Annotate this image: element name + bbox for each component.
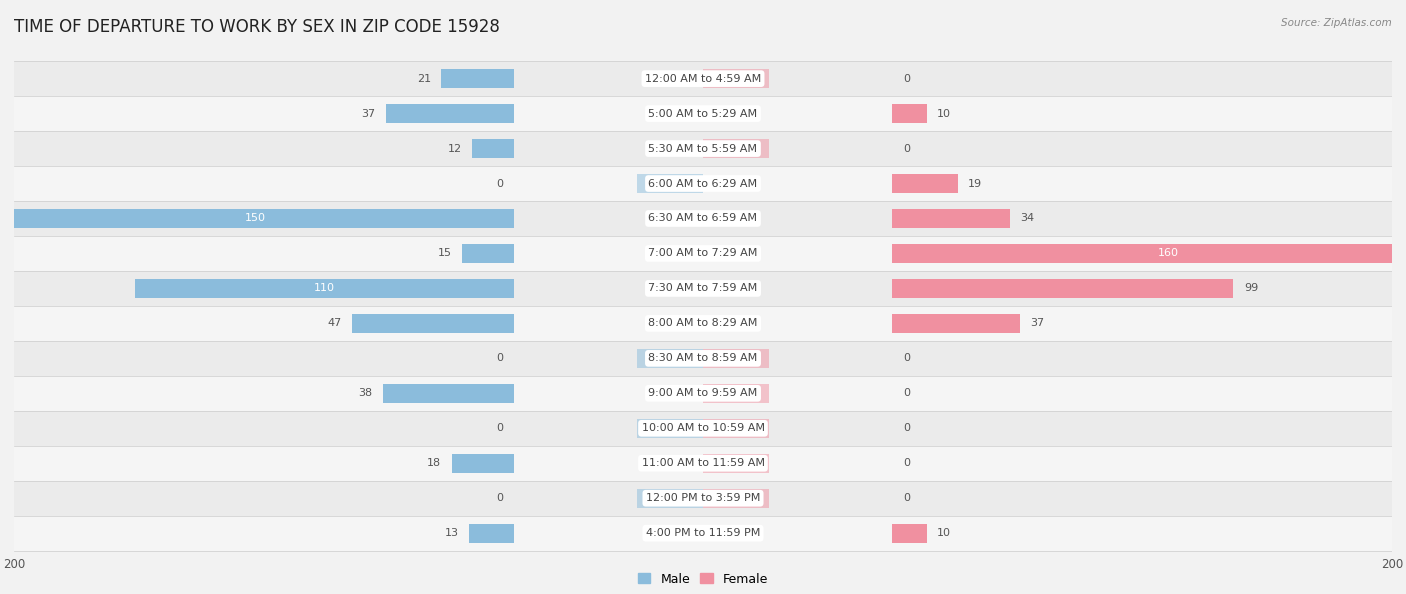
- Bar: [703, 454, 769, 473]
- Bar: [382, 384, 513, 403]
- Bar: [14, 201, 1392, 236]
- Bar: [893, 279, 1233, 298]
- Text: 8:00 AM to 8:29 AM: 8:00 AM to 8:29 AM: [648, 318, 758, 328]
- Bar: [14, 271, 1392, 306]
- Text: 13: 13: [444, 528, 458, 538]
- Bar: [893, 314, 1019, 333]
- Text: 15: 15: [437, 248, 451, 258]
- Text: 5:00 AM to 5:29 AM: 5:00 AM to 5:29 AM: [648, 109, 758, 119]
- Text: 21: 21: [416, 74, 430, 84]
- Text: 38: 38: [359, 388, 373, 399]
- Bar: [637, 174, 703, 193]
- Bar: [893, 523, 927, 543]
- Bar: [14, 131, 1392, 166]
- Text: 0: 0: [496, 179, 503, 188]
- Text: 9:00 AM to 9:59 AM: 9:00 AM to 9:59 AM: [648, 388, 758, 399]
- Bar: [893, 174, 957, 193]
- Bar: [703, 69, 769, 89]
- Text: 47: 47: [328, 318, 342, 328]
- Text: 12: 12: [447, 144, 461, 154]
- Bar: [14, 61, 1392, 96]
- Bar: [703, 384, 769, 403]
- Text: 0: 0: [496, 424, 503, 433]
- Bar: [14, 481, 1392, 516]
- Bar: [451, 454, 513, 473]
- Bar: [14, 341, 1392, 376]
- Bar: [637, 419, 703, 438]
- Text: 10: 10: [938, 109, 952, 119]
- Bar: [703, 419, 769, 438]
- Text: 34: 34: [1019, 213, 1033, 223]
- Text: 99: 99: [1244, 283, 1258, 293]
- Text: Source: ZipAtlas.com: Source: ZipAtlas.com: [1281, 18, 1392, 28]
- Text: 7:30 AM to 7:59 AM: 7:30 AM to 7:59 AM: [648, 283, 758, 293]
- Bar: [14, 446, 1392, 481]
- Text: 8:30 AM to 8:59 AM: 8:30 AM to 8:59 AM: [648, 353, 758, 364]
- Bar: [0, 209, 513, 228]
- Text: 0: 0: [903, 144, 910, 154]
- Bar: [387, 104, 513, 123]
- Text: 37: 37: [1031, 318, 1045, 328]
- Bar: [14, 166, 1392, 201]
- Text: 19: 19: [969, 179, 983, 188]
- Text: 110: 110: [314, 283, 335, 293]
- Bar: [703, 489, 769, 508]
- Text: 0: 0: [903, 424, 910, 433]
- Text: 10: 10: [938, 528, 952, 538]
- Text: TIME OF DEPARTURE TO WORK BY SEX IN ZIP CODE 15928: TIME OF DEPARTURE TO WORK BY SEX IN ZIP …: [14, 18, 501, 36]
- Text: 0: 0: [496, 493, 503, 503]
- Bar: [637, 489, 703, 508]
- Text: 4:00 PM to 11:59 PM: 4:00 PM to 11:59 PM: [645, 528, 761, 538]
- Bar: [135, 279, 513, 298]
- Bar: [14, 306, 1392, 341]
- Text: 0: 0: [903, 493, 910, 503]
- Bar: [703, 139, 769, 158]
- Bar: [893, 244, 1406, 263]
- Bar: [14, 411, 1392, 446]
- Text: 11:00 AM to 11:59 AM: 11:00 AM to 11:59 AM: [641, 458, 765, 468]
- Bar: [893, 104, 927, 123]
- Bar: [461, 244, 513, 263]
- Bar: [14, 516, 1392, 551]
- Text: 0: 0: [496, 353, 503, 364]
- Bar: [637, 349, 703, 368]
- Text: 18: 18: [427, 458, 441, 468]
- Bar: [468, 523, 513, 543]
- Bar: [14, 96, 1392, 131]
- Bar: [703, 349, 769, 368]
- Text: 6:00 AM to 6:29 AM: 6:00 AM to 6:29 AM: [648, 179, 758, 188]
- Bar: [14, 376, 1392, 411]
- Text: 0: 0: [903, 388, 910, 399]
- Bar: [441, 69, 513, 89]
- Text: 5:30 AM to 5:59 AM: 5:30 AM to 5:59 AM: [648, 144, 758, 154]
- Bar: [14, 236, 1392, 271]
- Text: 0: 0: [903, 353, 910, 364]
- Text: 6:30 AM to 6:59 AM: 6:30 AM to 6:59 AM: [648, 213, 758, 223]
- Legend: Male, Female: Male, Female: [633, 567, 773, 590]
- Text: 7:00 AM to 7:29 AM: 7:00 AM to 7:29 AM: [648, 248, 758, 258]
- Bar: [893, 209, 1010, 228]
- Text: 160: 160: [1157, 248, 1178, 258]
- Text: 150: 150: [245, 213, 266, 223]
- Text: 10:00 AM to 10:59 AM: 10:00 AM to 10:59 AM: [641, 424, 765, 433]
- Text: 12:00 AM to 4:59 AM: 12:00 AM to 4:59 AM: [645, 74, 761, 84]
- Bar: [472, 139, 513, 158]
- Text: 0: 0: [903, 458, 910, 468]
- Bar: [352, 314, 513, 333]
- Text: 37: 37: [361, 109, 375, 119]
- Text: 0: 0: [903, 74, 910, 84]
- Text: 12:00 PM to 3:59 PM: 12:00 PM to 3:59 PM: [645, 493, 761, 503]
